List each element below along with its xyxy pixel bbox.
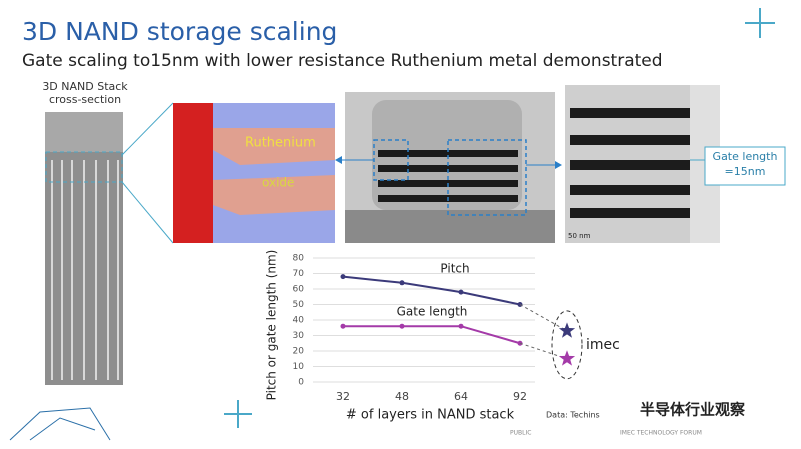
oxide-label: oxide (262, 176, 294, 190)
eds-layer (213, 175, 335, 215)
stack-channels (51, 160, 119, 380)
projection-connector (519, 304, 568, 332)
y-tick-label: 80 (293, 254, 305, 264)
series-label: Pitch (440, 261, 469, 275)
projection-oval (551, 310, 583, 380)
connector (121, 102, 174, 156)
arrowhead (555, 161, 562, 169)
chart: 0 10 20 30 40 50 60 70 80 32 48 64 92 Pitch or gate l… (265, 250, 620, 423)
tem-zoom-layers (570, 108, 690, 218)
projection-connector (519, 342, 568, 360)
y-tick-label: 10 (293, 362, 305, 372)
stack-image-top (45, 112, 123, 152)
series-line (342, 275, 521, 306)
deco (9, 407, 111, 441)
stack-highlight (45, 151, 123, 183)
point (458, 289, 464, 295)
gate-label-box: Gate length =15nm (712, 150, 778, 178)
x-tick-label: 32 (336, 390, 350, 403)
y-tick-label: 0 (298, 378, 304, 388)
stack-label-box: 3D NAND Stack cross-section (42, 80, 128, 106)
series-line (343, 325, 521, 345)
slide-title: 3D NAND storage scaling (22, 17, 337, 46)
projection-label: imec (586, 337, 620, 353)
eds-red (173, 103, 213, 243)
y-tick-label: 60 (293, 285, 305, 295)
gate-box (704, 146, 786, 186)
projection-star (558, 350, 576, 366)
footer-right: IMEC TECHNOLOGY FORUM (620, 430, 702, 437)
x-tick-label: 64 (454, 390, 468, 403)
x-axis-title: # of layers in NAND stack (346, 408, 515, 423)
gate-label: Gate length =15nm (712, 150, 778, 178)
scale-label: 50 nm (568, 232, 591, 240)
y-tick-label: 50 (293, 300, 305, 310)
tem-base (345, 210, 555, 243)
point (458, 323, 464, 329)
source: Data: Techins (546, 411, 600, 420)
watermark: 半导体行业观察 (640, 401, 746, 419)
point (340, 274, 346, 280)
y-tick-label: 30 (293, 331, 305, 341)
footer-left: PUBLIC (510, 430, 531, 437)
projection-star (558, 322, 576, 338)
metal-label: Ruthenium (245, 136, 316, 151)
point (399, 323, 405, 329)
connector (121, 181, 174, 244)
subtitle: Gate scaling to15nm with lower resistanc… (22, 51, 663, 71)
point (399, 280, 405, 286)
eds-layer (213, 128, 335, 165)
arrowhead (335, 156, 342, 164)
y-axis-title: Pitch or gate length (nm) (265, 250, 279, 401)
series-label: Gate length (397, 305, 468, 319)
tem-box (447, 139, 527, 216)
x-tick-label: 48 (395, 390, 409, 403)
y-tick-label: 20 (293, 347, 305, 357)
point (340, 323, 346, 329)
y-tick-label: 40 (293, 316, 305, 326)
stack-label: 3D NAND Stack cross-section (42, 80, 128, 106)
y-tick-label: 70 (293, 269, 305, 279)
x-tick-label: 92 (513, 390, 527, 403)
